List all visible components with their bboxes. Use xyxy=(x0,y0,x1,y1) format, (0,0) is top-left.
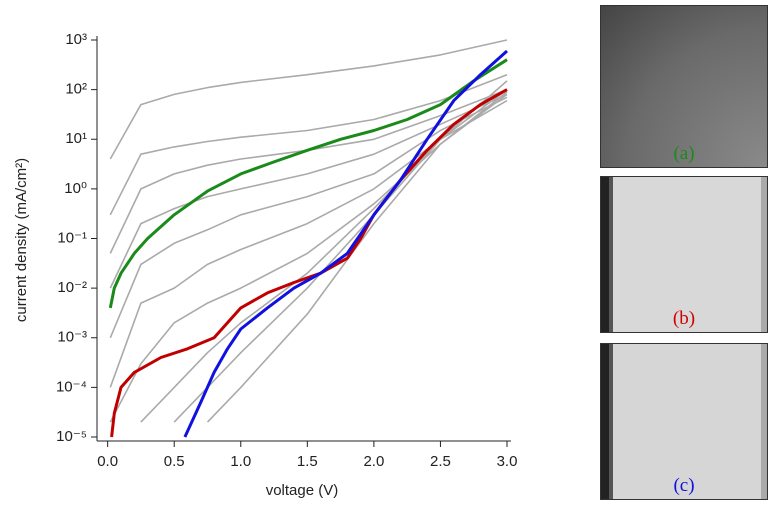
x-tick-label: 1.5 xyxy=(297,453,318,470)
y-tick-label: 10⁻⁵ xyxy=(56,428,87,445)
x-tick-label: 3.0 xyxy=(497,453,518,470)
series-line xyxy=(109,99,508,388)
y-tick-label: 10⁻² xyxy=(57,279,87,296)
series-line xyxy=(183,49,508,438)
series-line xyxy=(109,73,508,216)
y-tick-label: 10⁻³ xyxy=(57,329,87,346)
chart: current density (mA/cm²) voltage (V) 10³… xyxy=(13,31,518,499)
y-tick-label: 10⁻¹ xyxy=(57,229,87,246)
y-tick-label: 10² xyxy=(65,81,87,98)
x-tick-label: 0.0 xyxy=(97,453,118,470)
series-line xyxy=(109,88,508,254)
series-line xyxy=(110,88,508,438)
series-line xyxy=(109,93,508,423)
series-line xyxy=(206,91,508,423)
panel-label: (a) xyxy=(673,143,695,164)
x-tick-label: 1.0 xyxy=(230,453,251,470)
x-tick-label: 2.0 xyxy=(363,453,384,470)
x-axis-label: voltage (V) xyxy=(266,482,339,499)
image-panel: (c) xyxy=(600,343,768,500)
panel-label: (c) xyxy=(673,475,695,496)
y-tick-label: 10¹ xyxy=(65,130,87,147)
series-line xyxy=(109,96,508,339)
image-panel: (b) xyxy=(600,176,768,333)
y-tick-label: 10⁰ xyxy=(64,180,87,197)
y-axis-label: current density (mA/cm²) xyxy=(13,158,30,322)
plot-area xyxy=(108,39,508,438)
series-line xyxy=(108,58,508,309)
series-line xyxy=(109,39,508,160)
panel-label: (b) xyxy=(672,308,696,329)
series-line xyxy=(140,88,508,423)
series-line xyxy=(109,93,508,289)
y-tick-label: 10³ xyxy=(65,31,87,48)
image-panel: (a) xyxy=(600,5,768,168)
x-tick-label: 0.5 xyxy=(164,453,185,470)
x-tick-label: 2.5 xyxy=(430,453,451,470)
y-tick-label: 10⁻⁴ xyxy=(56,378,87,395)
